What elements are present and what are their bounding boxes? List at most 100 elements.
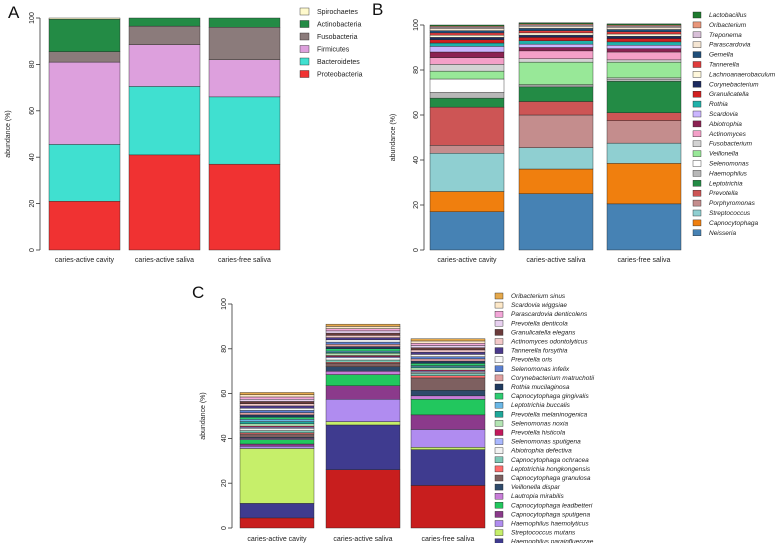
bar-segment-corynebacterium-matruchotii [239, 412, 315, 416]
bar-segment-actinomyces-odontolyticus [325, 335, 401, 338]
legend-swatch [494, 374, 504, 382]
bar-segment-streptococcus [429, 153, 505, 192]
legend-swatch [494, 347, 504, 354]
category-label: caries-active cavity [437, 257, 497, 264]
bar-segment-capnocytophaga-granulosa [239, 433, 315, 438]
legend-swatch [692, 189, 702, 197]
bar-segment-spirochaetes [48, 17, 121, 20]
legend-swatch [494, 301, 504, 309]
legend-swatch [692, 180, 702, 187]
bar-segment-porphyromonas-catoniae [325, 469, 401, 529]
bar-segment-lachnoanaerobaculum [429, 34, 505, 38]
bar-segment-actinomyces-odontolyticus [239, 403, 315, 407]
legend-label: Prevotella melaninogenica [511, 411, 588, 418]
bar-segment-prevotella-melaninogenica [239, 421, 315, 425]
legend-label: Rothia [709, 101, 728, 108]
legend-swatch [692, 41, 702, 48]
legend-label: Selenomonas infelix [511, 366, 570, 373]
bar-segment-fusobacterium [429, 64, 505, 72]
category-label: caries-active cavity [55, 257, 115, 264]
bar-segment-streptococcus-mutans [410, 447, 486, 450]
bar-segment-corynebacterium-matruchotii [325, 344, 401, 347]
bar-segment-parascardovia [518, 25, 594, 29]
legend-swatch [692, 229, 702, 237]
legend-swatch [692, 209, 702, 217]
y-tick-label: 20 [29, 200, 36, 208]
bar-segment-bacteroidetes [128, 86, 201, 156]
bar-segment-lautropia-mirabilis [325, 371, 401, 375]
legend-label: Selenomonas [709, 161, 749, 168]
bar-segment-capnocytophaga-ochracea [410, 373, 486, 376]
legend-swatch [692, 170, 702, 177]
bar-segment-selenomonas-infelix [325, 341, 401, 345]
legend-label: Oribacterium [709, 22, 747, 29]
bar-segment-scardovia [606, 45, 682, 49]
y-tick-label: 20 [221, 479, 228, 487]
bar-segment-leptotrichia-hongkongensis [410, 375, 486, 379]
bar-segment-firmicutes [48, 61, 121, 145]
legend-label: Spirochaetes [317, 9, 358, 16]
legend-swatch [692, 120, 702, 128]
bar-segment-tannerella [606, 31, 682, 35]
legend-label: Lactobacillus [709, 12, 747, 19]
bar-segment-actinomyces-odontolyticus [410, 349, 486, 353]
bar-segment-tannerella-forsythia [239, 405, 315, 409]
y-tick-label: 0 [221, 526, 228, 530]
legend-swatch [494, 438, 504, 445]
legend-label: Tannerella forsythia [511, 348, 568, 355]
legend-label: Veillonella dispar [511, 484, 561, 491]
chart-panel-a: A 0 20 40 60 80 100 abundance (%) caries-active … [5, 3, 363, 264]
legend-swatch [494, 383, 504, 391]
bar-segment-streptococcus-mutans [239, 448, 315, 504]
legend-label: Parascardovia [709, 42, 751, 49]
legend-label: Prevotella denticola [511, 320, 568, 327]
bar-segment-prevotella-oris [325, 339, 401, 343]
legend-swatch [692, 219, 702, 227]
legend-swatch [494, 292, 504, 300]
bar-segment-capnocytophaga-gingivalis [325, 348, 401, 352]
legend-swatch [494, 474, 504, 482]
bar-segment-bacteroidetes [48, 144, 121, 202]
legend-label: Corynebacterium [709, 81, 759, 88]
legend-label: Selenomonas noxia [511, 420, 568, 427]
bar-segment-corynebacterium-matruchotii [410, 358, 486, 362]
legend-swatch [299, 70, 310, 78]
legend-label: Abiotrophia [708, 121, 742, 128]
legend-swatch [692, 21, 702, 29]
bar-segment-capnocytophaga [518, 168, 594, 194]
bar-segment-scardovia-wiggsiae [410, 340, 486, 344]
bar-stack-caries-active-cavity [239, 392, 315, 529]
bar-stack-caries-active-saliva [518, 22, 594, 251]
legend-label: Haemophilus parainfluenzae [511, 539, 594, 543]
bar-segment-granulicatella-elegans [325, 332, 401, 336]
legend-label: Haemophilus [709, 170, 748, 177]
bar-segment-lactobacillus [429, 24, 505, 27]
category-label: caries-active saliva [135, 257, 194, 264]
legend-swatch [692, 130, 702, 138]
y-axis-title: abundance (%) [390, 114, 397, 161]
bar-segment-lactobacillus [606, 23, 682, 26]
legend-label: Capnocytophaga gingivalis [511, 393, 589, 400]
bar-segment-capnocytophaga-leadbetteri [325, 374, 401, 386]
legend-label: Firmicutes [317, 47, 350, 54]
legend-label: Neisseria [709, 230, 736, 237]
bar-segment-leptotrichia-buccalis [239, 419, 315, 422]
bar-segment-proteobacteria [128, 154, 201, 251]
legend-label: Capnocytophaga granulosa [511, 475, 591, 482]
legend-swatch [299, 57, 310, 66]
bar-segment-actinobacteria [48, 18, 121, 52]
bar-segment-selenomonas-noxia [410, 367, 486, 371]
bar-segment-fusobacteria [48, 51, 121, 63]
legend-label: Fusobacteria [317, 34, 358, 41]
bar-segment-capnocytophaga-leadbetteri [410, 399, 486, 416]
legend-swatch [692, 100, 702, 108]
bar-segment-bacteroidetes [208, 96, 281, 165]
legend-swatch [692, 199, 702, 207]
bar-segment-capnocytophaga-sputigena [410, 414, 486, 430]
legend-swatch [494, 529, 504, 536]
bar-segment-capnocytophaga-granulosa [410, 377, 486, 391]
bar-segment-corynebacterium [518, 34, 594, 38]
legend-label: Actinomyces [708, 131, 747, 138]
bar-segment-fusobacterium [518, 58, 594, 63]
legend-swatch [494, 365, 504, 372]
